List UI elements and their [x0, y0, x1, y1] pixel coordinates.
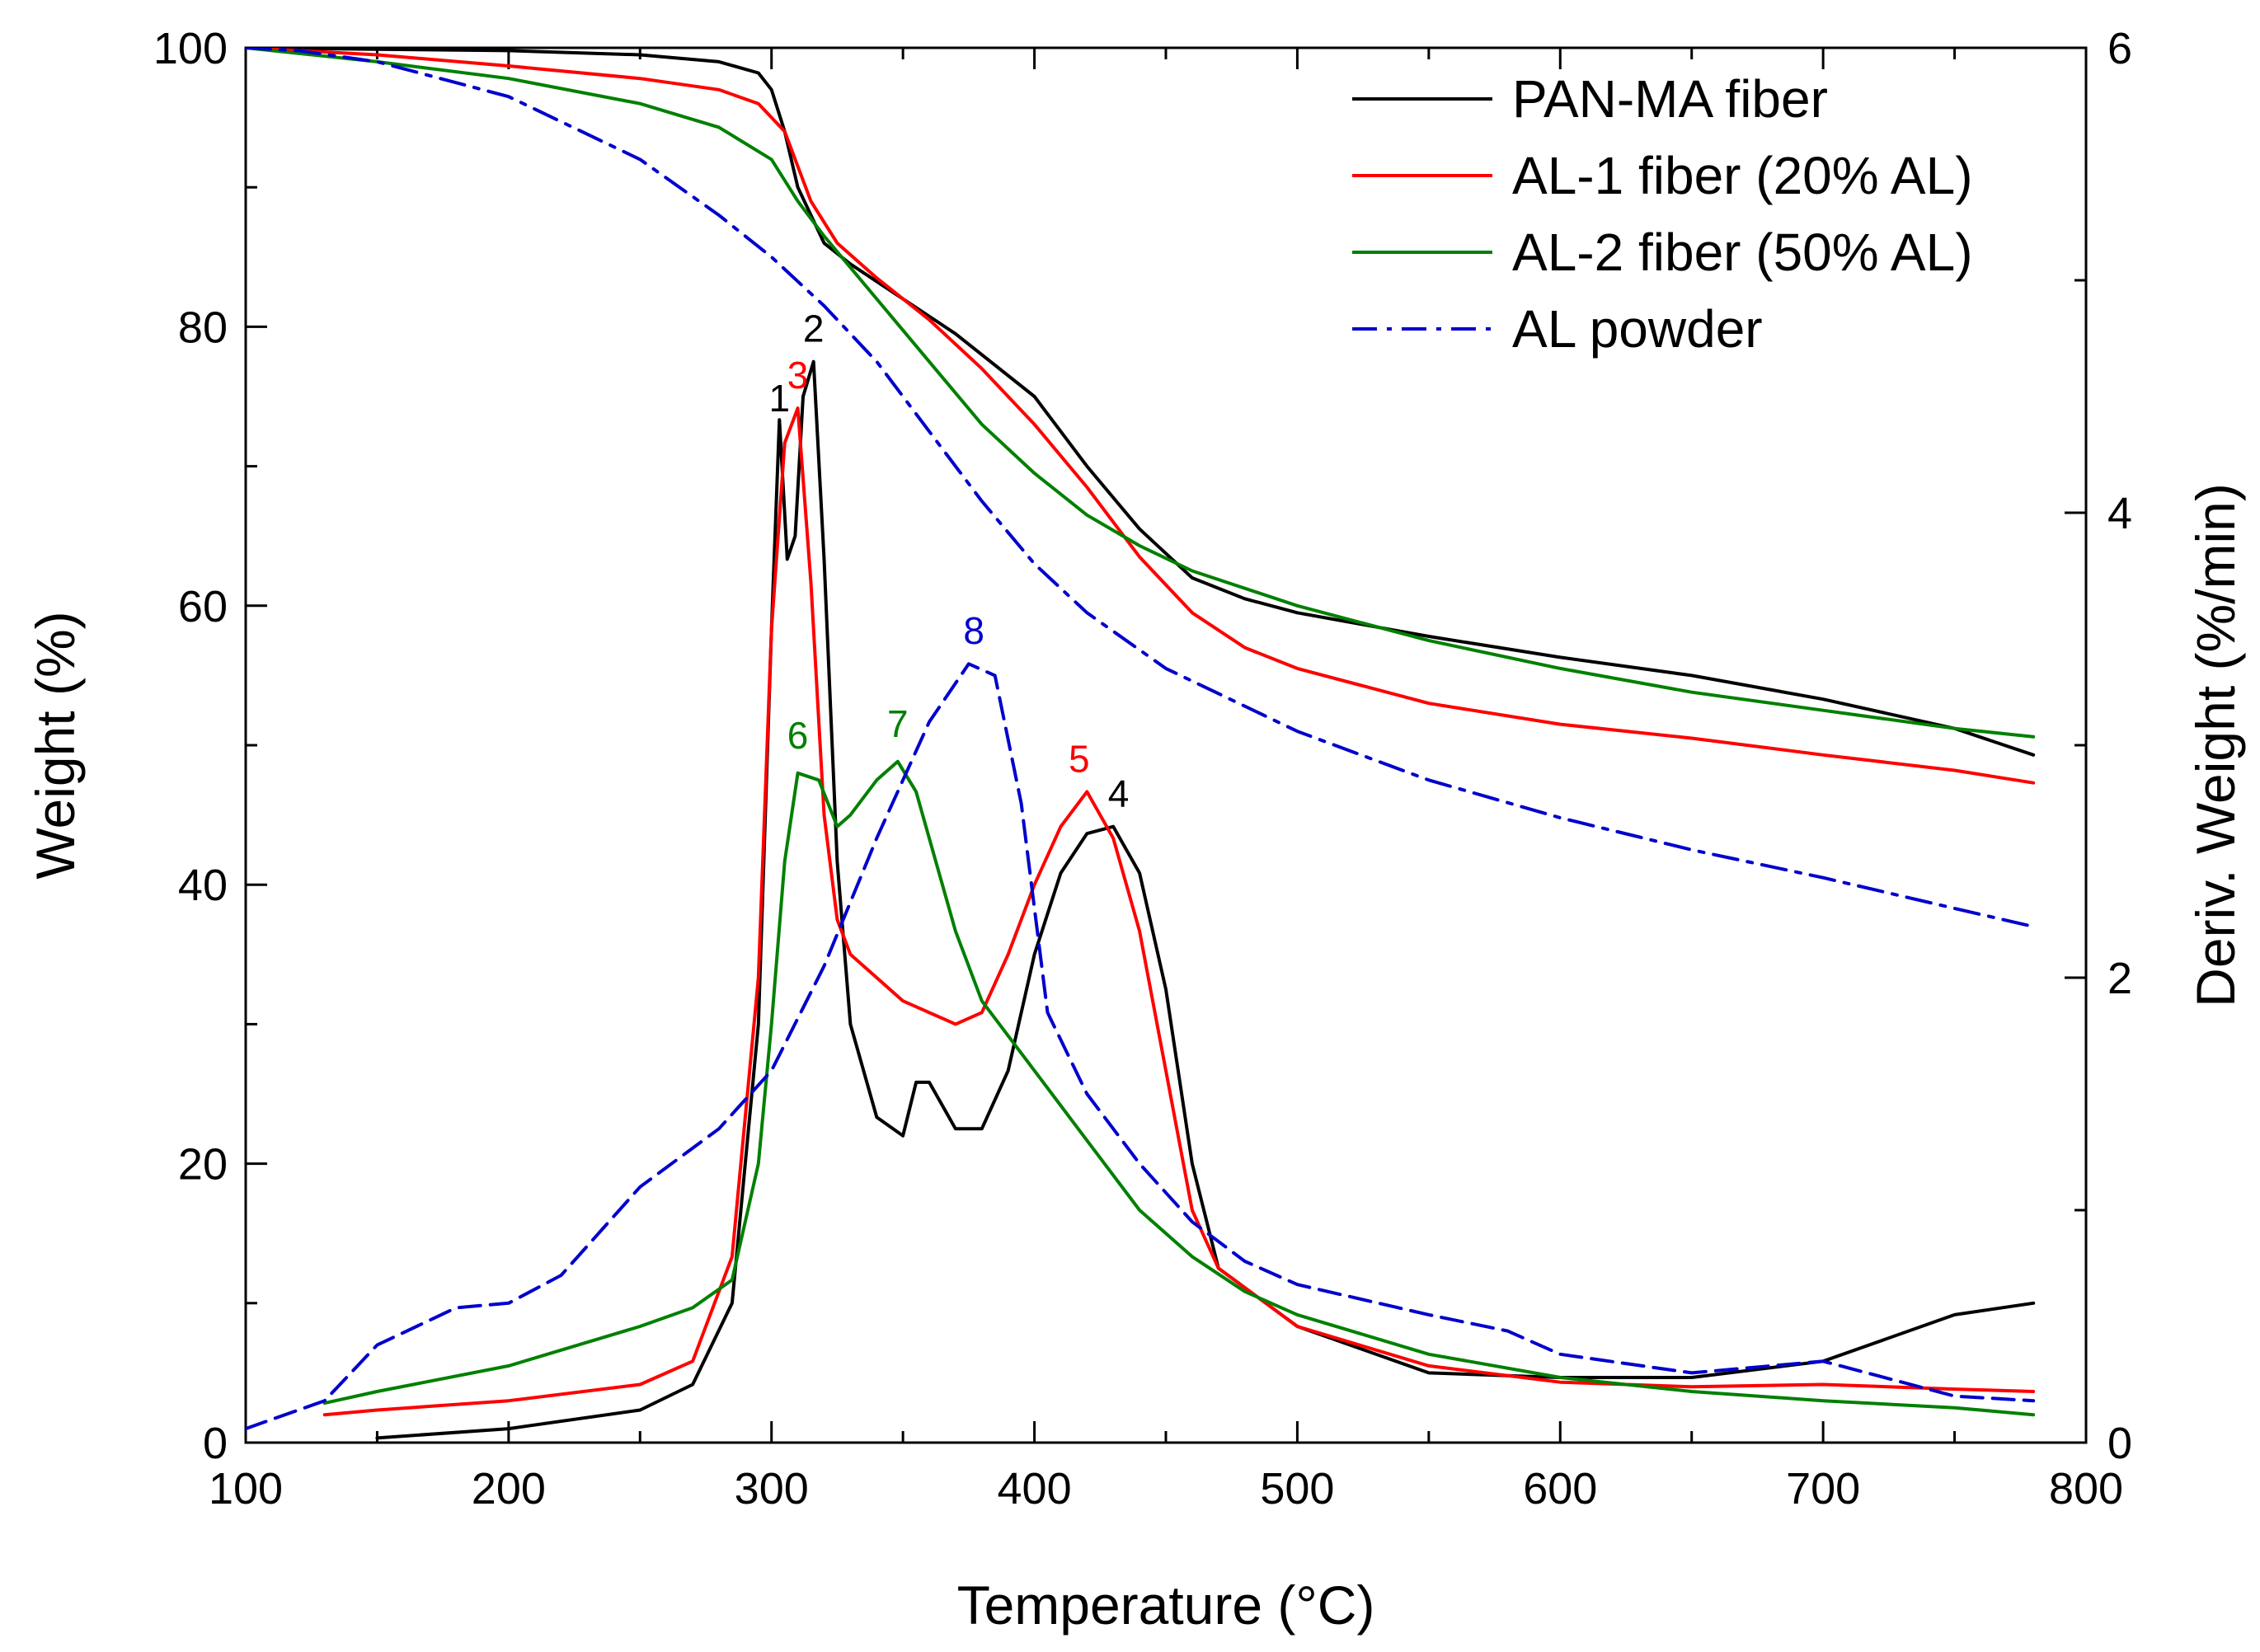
- x-tick-label: 600: [1523, 1464, 1597, 1514]
- legend-label: PAN-MA fiber: [1512, 69, 1828, 129]
- y-tick-label: 0: [203, 1419, 228, 1468]
- peak-label: 5: [1069, 737, 1090, 780]
- legend-label: AL-2 fiber (50% AL): [1512, 223, 1973, 282]
- series-layer: [246, 48, 2036, 1440]
- peak-label: 6: [787, 714, 809, 757]
- series-line-tg-3: [246, 48, 2036, 928]
- series-line-tg-2: [246, 48, 2036, 739]
- series-line-dtg-5: [322, 406, 2036, 1417]
- y-tick-label: 100: [153, 24, 228, 73]
- y2-tick-label: 2: [2107, 954, 2132, 1003]
- y-axis-title: Weight (%): [25, 611, 86, 879]
- x-tick-label: 300: [735, 1464, 809, 1514]
- y-tick-label: 40: [178, 861, 228, 910]
- peak-label: 7: [887, 702, 909, 745]
- series-line-tg-0: [246, 48, 2036, 757]
- series-line-tg-1: [246, 48, 2036, 785]
- series-line-dtg-4: [375, 359, 2036, 1440]
- peak-label: 2: [803, 307, 825, 350]
- legend: PAN-MA fiber AL-1 fiber (20% AL) AL-2 fibe…: [1352, 69, 1973, 359]
- x-tick-label: 100: [209, 1464, 283, 1514]
- legend-label: AL-1 fiber (20% AL): [1512, 146, 1973, 205]
- y2-axis-title: Deriv. Weight (%/min): [2185, 483, 2246, 1007]
- y-tick-label: 60: [178, 582, 228, 631]
- peak-label: 4: [1108, 772, 1130, 815]
- legend-label: AL powder: [1512, 299, 1763, 359]
- y-tick-label: 80: [178, 303, 228, 352]
- x-tick-label: 800: [2049, 1464, 2123, 1514]
- y2-tick-label: 4: [2107, 489, 2132, 538]
- peak-label: 3: [787, 354, 809, 397]
- series-line-dtg-7: [246, 662, 2036, 1431]
- peak-label: 8: [963, 609, 984, 652]
- y-tick-label: 20: [178, 1140, 228, 1190]
- peak-label: 1: [768, 377, 790, 420]
- x-axis-title: Temperature (°C): [957, 1575, 1375, 1636]
- y2-tick-label: 0: [2107, 1419, 2132, 1468]
- peak-annotations: 123 45 6 7 8: [768, 307, 1129, 815]
- x-tick-label: 200: [472, 1464, 546, 1514]
- series-line-dtg-6: [322, 759, 2036, 1417]
- x-tick-label: 400: [998, 1464, 1072, 1514]
- x-tick-label: 500: [1260, 1464, 1334, 1514]
- y2-tick-label: 6: [2107, 24, 2132, 73]
- x-tick-label: 700: [1786, 1464, 1860, 1514]
